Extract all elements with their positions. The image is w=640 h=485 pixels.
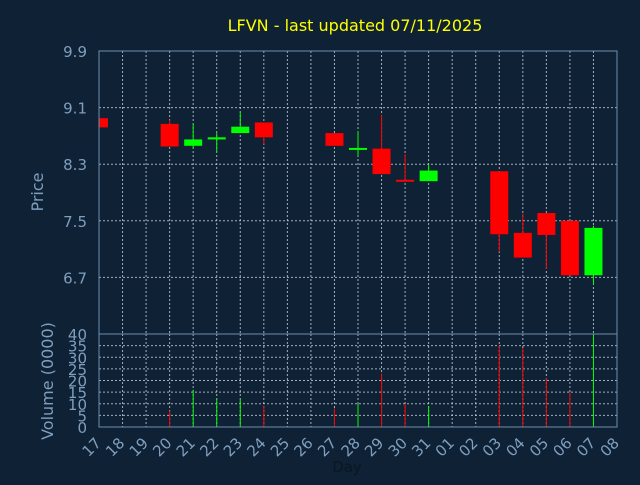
volume-tick-label: 5 bbox=[77, 407, 87, 425]
volume-tick-label: 35 bbox=[68, 338, 87, 356]
volume-tick-label: 30 bbox=[68, 349, 87, 367]
candle-body bbox=[349, 147, 367, 150]
x-tick-label: 22 bbox=[196, 434, 222, 460]
price-axis-ticks: 9.9 9.1 8.3 7.5 6.7 bbox=[63, 43, 87, 287]
candle-body bbox=[231, 126, 250, 134]
candle-body bbox=[584, 227, 603, 276]
price-tick-label: 9.9 bbox=[63, 43, 87, 61]
x-tick-label: 20 bbox=[149, 434, 175, 460]
candle-body bbox=[325, 133, 344, 146]
x-tick-label: 19 bbox=[126, 434, 152, 460]
candle-body bbox=[396, 179, 415, 182]
x-tick-label: 21 bbox=[173, 434, 199, 460]
volume-tick-label: 0 bbox=[77, 419, 87, 437]
x-tick-label: 08 bbox=[597, 434, 623, 460]
volume-tick-label: 10 bbox=[68, 396, 87, 414]
candle-body bbox=[560, 220, 579, 276]
volume-plot-frame bbox=[98, 333, 618, 428]
x-tick-label: 07 bbox=[573, 434, 599, 460]
price-tick-label: 7.5 bbox=[63, 213, 87, 231]
price-tick-label: 8.3 bbox=[63, 156, 87, 174]
x-tick-label: 26 bbox=[291, 434, 317, 460]
x-tick-label: 04 bbox=[502, 434, 528, 460]
volume-tick-label: 20 bbox=[68, 373, 87, 391]
x-tick-label: 05 bbox=[526, 434, 552, 460]
x-tick-label: 28 bbox=[338, 434, 364, 460]
candle-body bbox=[254, 122, 273, 138]
price-grid bbox=[98, 50, 618, 334]
x-axis-ticks: 1718192021222324252627282930310102030405… bbox=[79, 434, 623, 460]
candle-body bbox=[184, 139, 203, 146]
candle-series bbox=[98, 111, 603, 285]
volume-axis-label: Volume (0000) bbox=[38, 322, 57, 440]
price-axis-label: Price bbox=[28, 172, 47, 211]
x-axis-label: Day bbox=[332, 458, 362, 476]
x-tick-label: 24 bbox=[243, 434, 269, 460]
candle-body bbox=[537, 213, 556, 235]
x-tick-label: 29 bbox=[361, 434, 387, 460]
volume-tick-label: 40 bbox=[68, 326, 87, 344]
candle-body bbox=[419, 170, 438, 182]
x-tick-label: 30 bbox=[385, 434, 411, 460]
volume-series bbox=[169, 334, 594, 427]
x-tick-label: 03 bbox=[479, 434, 505, 460]
x-tick-label: 17 bbox=[79, 434, 105, 460]
price-tick-label: 9.1 bbox=[63, 100, 87, 118]
candle-body bbox=[372, 148, 391, 175]
price-tick-label: 6.7 bbox=[63, 269, 87, 287]
volume-tick-label: 25 bbox=[68, 361, 87, 379]
x-tick-label: 02 bbox=[455, 434, 481, 460]
x-tick-label: 25 bbox=[267, 434, 293, 460]
x-tick-label: 23 bbox=[220, 434, 246, 460]
chart-title: LFVN - last updated 07/11/2025 bbox=[228, 16, 483, 35]
candle-body bbox=[513, 232, 532, 258]
candle-body bbox=[207, 137, 226, 140]
candle-body bbox=[160, 123, 179, 147]
x-tick-label: 01 bbox=[432, 434, 458, 460]
candle-body bbox=[99, 118, 108, 128]
volume-tick-label: 15 bbox=[68, 384, 87, 402]
x-tick-label: 18 bbox=[102, 434, 128, 460]
x-tick-label: 27 bbox=[314, 434, 340, 460]
x-tick-label: 31 bbox=[408, 434, 434, 460]
x-tick-label: 06 bbox=[550, 434, 576, 460]
candle-body bbox=[490, 171, 509, 235]
